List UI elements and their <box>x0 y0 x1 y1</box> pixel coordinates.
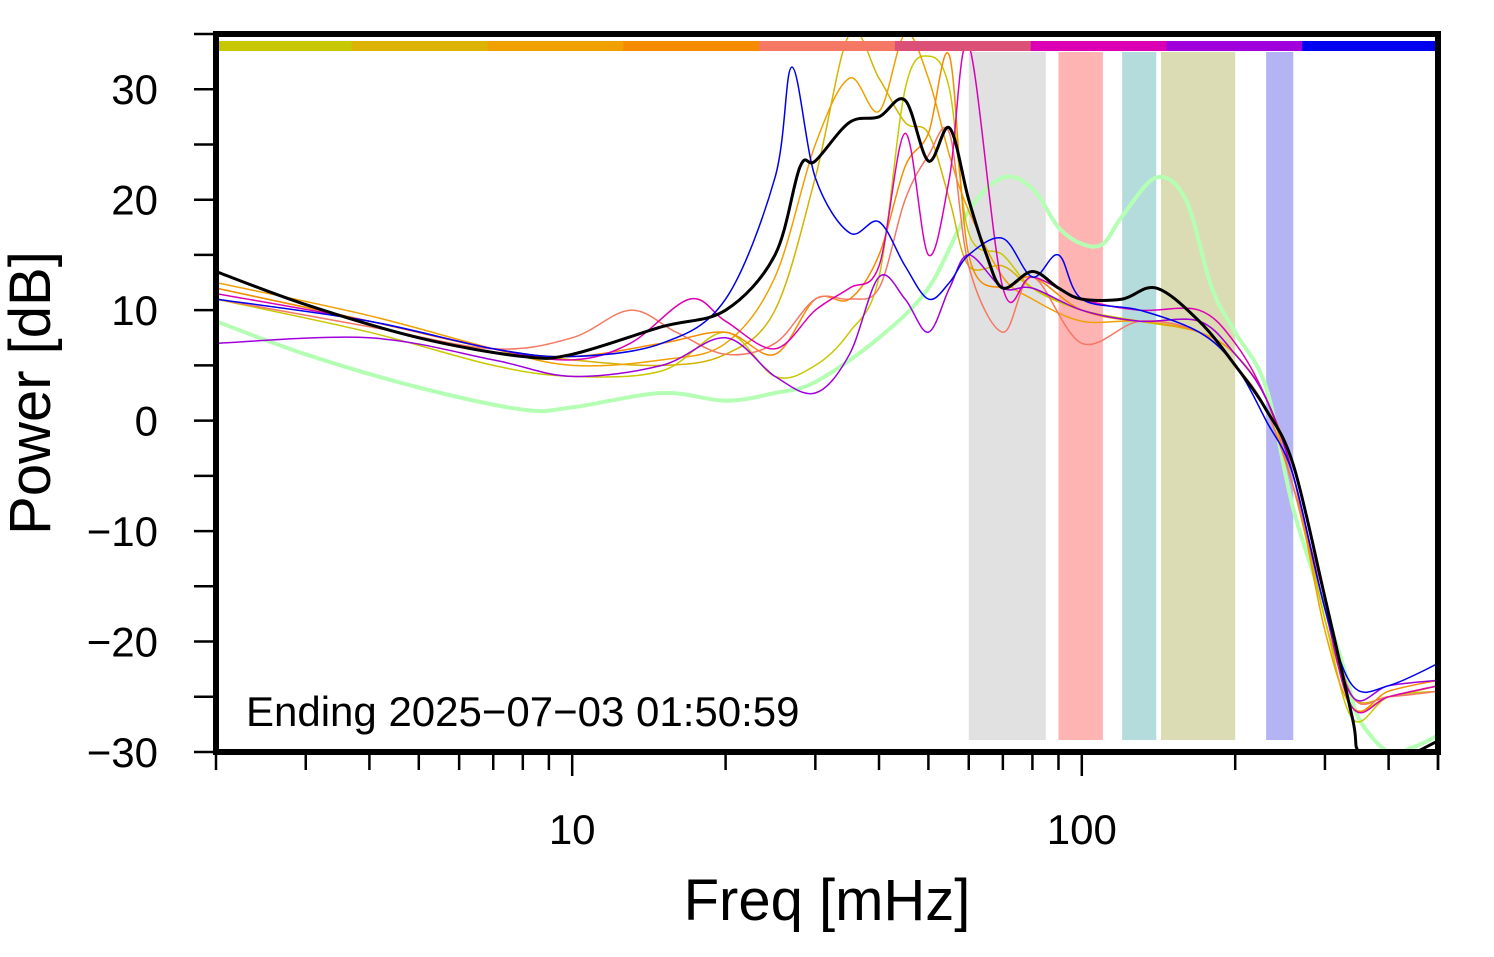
series-line-8 <box>216 254 1438 702</box>
frequency-band-1 <box>968 52 1046 740</box>
color-bar-segment-6 <box>894 41 1032 51</box>
color-bar-segment-7 <box>1030 41 1167 51</box>
series-line-10 <box>216 97 1438 752</box>
color-bar-segment-5 <box>759 41 896 51</box>
series-line-1 <box>216 174 1438 752</box>
annotation-text: Ending 2025−07−03 01:50:59 <box>246 688 800 735</box>
series-line-9 <box>216 66 1438 694</box>
color-bar-segment-4 <box>623 41 760 51</box>
frequency-band-2 <box>1058 52 1103 740</box>
y-axis: 30 20 10 0 −10 −20 −30 <box>87 32 216 776</box>
y-tick-label: −10 <box>87 508 158 555</box>
x-axis-label: Freq [mHz] <box>684 868 971 933</box>
x-tick-label: 100 <box>1047 806 1117 853</box>
color-bar-segment-3 <box>487 41 624 51</box>
frequency-band-4 <box>1160 52 1236 740</box>
y-tick-label: 0 <box>135 398 158 445</box>
series-line-4 <box>216 34 1438 713</box>
y-tick-label: 30 <box>111 66 158 113</box>
x-tick-label: 10 <box>549 806 596 853</box>
y-axis-label: Power [dB] <box>0 251 63 535</box>
color-bar-segment-1 <box>216 41 353 51</box>
series-line-2 <box>216 34 1438 704</box>
series-line-6 <box>216 126 1438 706</box>
spectrum-lines <box>216 34 1438 752</box>
frequency-bands <box>968 52 1294 740</box>
frequency-band-3 <box>1122 52 1157 740</box>
y-tick-label: −30 <box>87 729 158 776</box>
y-tick-label: −20 <box>87 619 158 666</box>
plot-frame <box>213 31 1441 755</box>
y-tick-label: 10 <box>111 287 158 334</box>
color-bar-segment-9 <box>1302 41 1439 51</box>
top-color-bar <box>216 41 1439 51</box>
color-bar-segment-8 <box>1166 41 1303 51</box>
color-bar-segment-2 <box>351 41 489 51</box>
y-tick-label: 20 <box>111 177 158 224</box>
x-axis: 10 100 <box>214 752 1440 853</box>
